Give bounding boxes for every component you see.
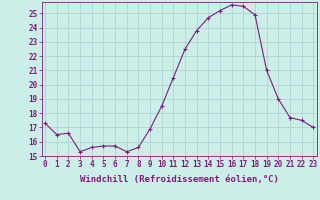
X-axis label: Windchill (Refroidissement éolien,°C): Windchill (Refroidissement éolien,°C): [80, 175, 279, 184]
